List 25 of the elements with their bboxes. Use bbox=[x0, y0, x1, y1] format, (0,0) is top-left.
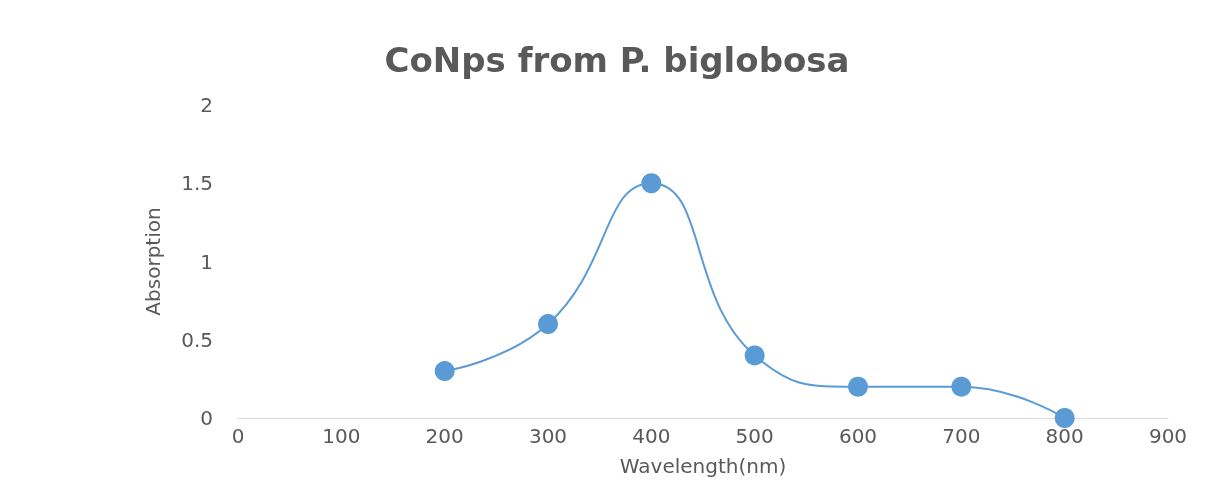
y-tick-label: 0 bbox=[200, 406, 213, 430]
x-tick-label: 400 bbox=[632, 424, 671, 448]
x-tick-label: 100 bbox=[322, 424, 361, 448]
y-tick-label: 1.5 bbox=[181, 171, 213, 196]
y-axis-title: Absorption bbox=[141, 207, 165, 316]
x-axis-title: Wavelength(nm) bbox=[619, 454, 787, 478]
x-tick-label: 800 bbox=[1045, 424, 1084, 448]
point bbox=[848, 376, 868, 397]
point bbox=[434, 361, 455, 382]
point bbox=[744, 345, 765, 366]
y-tick-label: 2 bbox=[200, 93, 213, 117]
chart-title: CoNps from P. biglobosa bbox=[384, 40, 850, 80]
x-tick-label: 900 bbox=[1148, 424, 1188, 448]
point bbox=[538, 314, 558, 335]
y-tick-label: 0.5 bbox=[181, 327, 213, 352]
x-tick-label: 500 bbox=[735, 424, 774, 448]
point bbox=[951, 376, 972, 397]
point bbox=[1054, 408, 1075, 428]
x-tick-label: 700 bbox=[942, 424, 981, 448]
y-tick-label: 1 bbox=[200, 249, 213, 274]
x-tick-label: 200 bbox=[425, 424, 464, 448]
x-tick-label: 0 bbox=[231, 424, 245, 448]
x-tick-label: 600 bbox=[838, 424, 878, 448]
point bbox=[641, 173, 662, 194]
x-tick-label: 300 bbox=[528, 424, 568, 448]
